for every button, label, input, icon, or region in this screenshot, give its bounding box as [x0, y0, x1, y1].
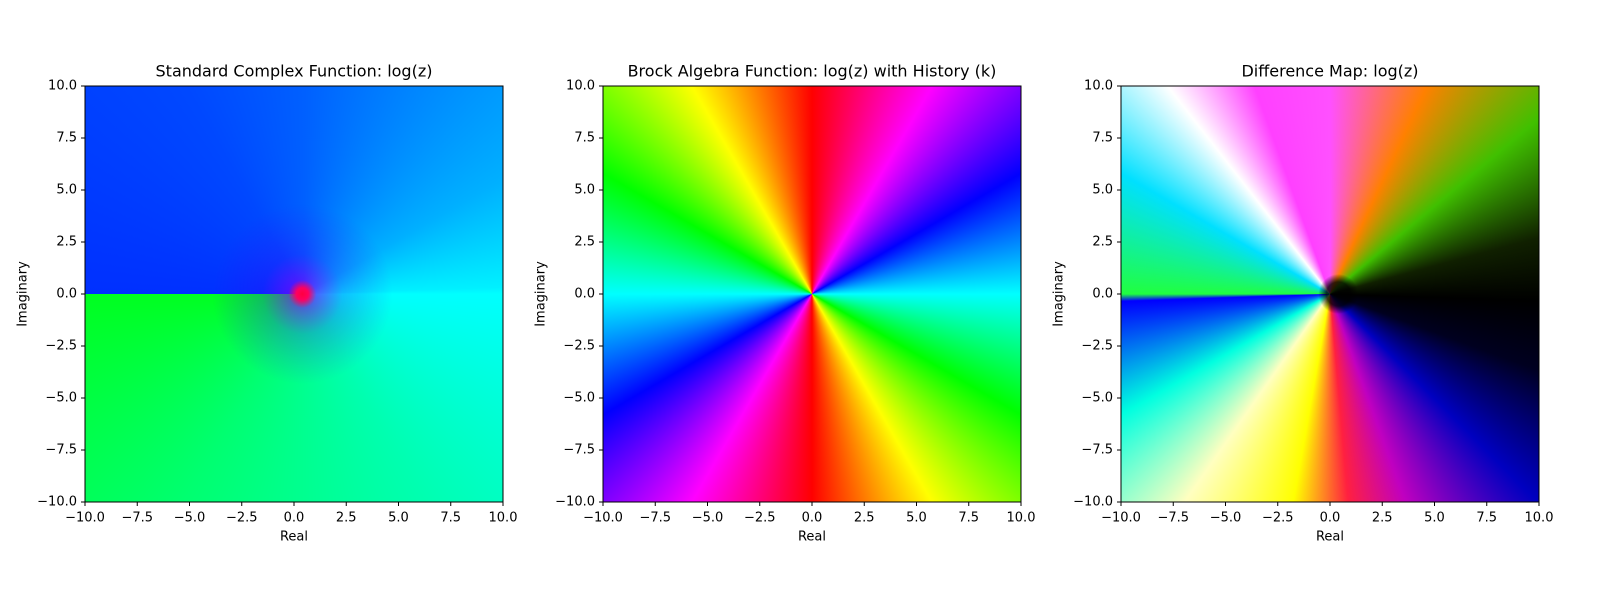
x-tick-label: 2.5: [336, 511, 357, 526]
chart-title: Standard Complex Function: log(z): [156, 62, 433, 81]
x-tick-label: 2.5: [854, 511, 875, 526]
y-tick-label: 0.0: [574, 287, 595, 302]
x-tick-label: −5.0: [692, 511, 724, 526]
x-axis-label: Real: [280, 530, 308, 545]
x-tick-label: 10.0: [489, 511, 518, 526]
x-tick-label: −5.0: [174, 511, 206, 526]
y-tick-label: 2.5: [1092, 235, 1113, 250]
chart-title: Brock Algebra Function: log(z) with Hist…: [628, 62, 997, 81]
plot-frame: [84, 85, 504, 503]
y-tick-label: −7.5: [1081, 443, 1113, 458]
y-axis-label: Imaginary: [1052, 261, 1067, 327]
y-tick-label: −5.0: [45, 391, 77, 406]
y-tick-label: 0.0: [56, 287, 77, 302]
y-axis-label: Imaginary: [534, 261, 549, 327]
y-tick-label: 10.0: [1084, 79, 1113, 94]
x-tick-label: −5.0: [1210, 511, 1242, 526]
x-tick-label: 5.0: [1424, 511, 1445, 526]
y-tick-label: −2.5: [1081, 339, 1113, 354]
y-tick-label: 10.0: [48, 79, 77, 94]
x-tick-label: −10.0: [1101, 511, 1141, 526]
x-tick-label: −7.5: [639, 511, 671, 526]
x-axis-label: Real: [1316, 530, 1344, 545]
y-tick-label: 7.5: [574, 131, 595, 146]
x-tick-label: 7.5: [1476, 511, 1497, 526]
x-tick-label: 7.5: [440, 511, 461, 526]
x-tick-label: −2.5: [1262, 511, 1294, 526]
color-field: [85, 86, 503, 502]
y-tick-label: −7.5: [45, 443, 77, 458]
x-tick-label: 10.0: [1525, 511, 1554, 526]
x-tick-label: −10.0: [65, 511, 105, 526]
x-tick-label: 10.0: [1007, 511, 1036, 526]
x-tick-label: 7.5: [958, 511, 979, 526]
x-tick-label: −2.5: [744, 511, 776, 526]
x-tick-label: −7.5: [1157, 511, 1189, 526]
y-tick-label: 5.0: [56, 183, 77, 198]
y-tick-label: −10.0: [37, 495, 77, 510]
x-tick-label: −7.5: [121, 511, 153, 526]
y-tick-label: 2.5: [56, 235, 77, 250]
y-tick-label: 2.5: [574, 235, 595, 250]
plot-frame: [1120, 85, 1540, 503]
x-axis-label: Real: [798, 530, 826, 545]
x-tick-label: 5.0: [388, 511, 409, 526]
y-tick-label: −5.0: [1081, 391, 1113, 406]
color-field: [603, 86, 1021, 502]
y-tick-label: 10.0: [566, 79, 595, 94]
y-axis-label: Imaginary: [16, 261, 31, 327]
x-tick-label: 0.0: [802, 511, 823, 526]
y-tick-label: 5.0: [1092, 183, 1113, 198]
plot-frame: [602, 85, 1022, 503]
x-tick-label: 2.5: [1372, 511, 1393, 526]
y-tick-label: −5.0: [563, 391, 595, 406]
y-tick-label: −7.5: [563, 443, 595, 458]
y-tick-label: −2.5: [563, 339, 595, 354]
y-tick-label: 5.0: [574, 183, 595, 198]
y-tick-label: −10.0: [555, 495, 595, 510]
x-tick-label: 0.0: [284, 511, 305, 526]
y-tick-label: 7.5: [1092, 131, 1113, 146]
x-tick-label: 5.0: [906, 511, 927, 526]
y-tick-label: 7.5: [56, 131, 77, 146]
x-tick-label: 0.0: [1320, 511, 1341, 526]
y-tick-label: 0.0: [1092, 287, 1113, 302]
color-field: [1121, 86, 1539, 502]
x-tick-label: −10.0: [583, 511, 623, 526]
x-tick-label: −2.5: [226, 511, 258, 526]
y-tick-label: −10.0: [1073, 495, 1113, 510]
chart-title: Difference Map: log(z): [1241, 62, 1418, 81]
y-tick-label: −2.5: [45, 339, 77, 354]
